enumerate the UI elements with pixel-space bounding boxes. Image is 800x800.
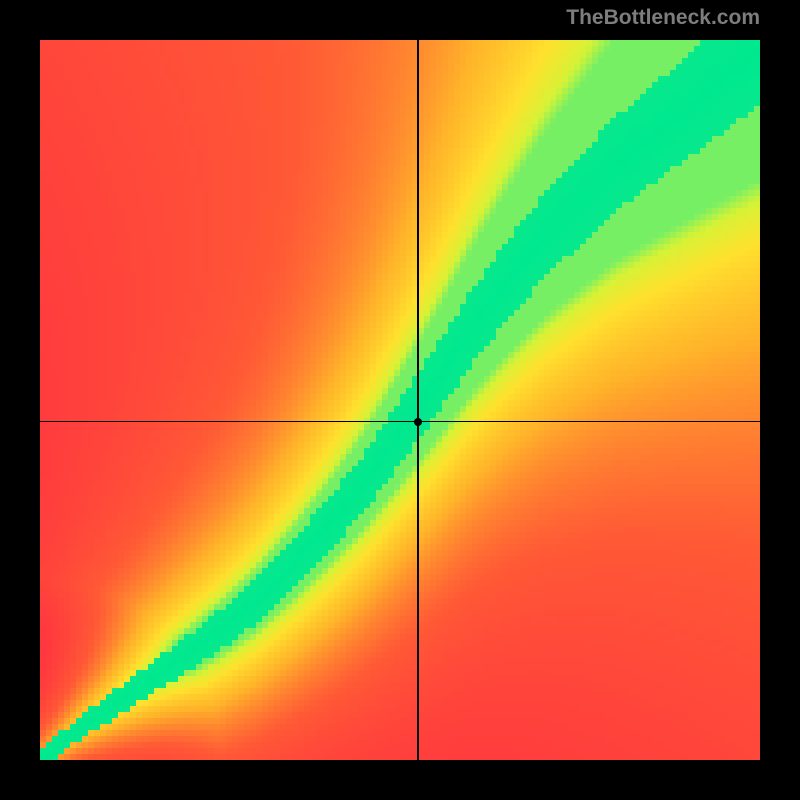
- bottleneck-heatmap: [40, 40, 760, 760]
- chart-container: TheBottleneck.com: [0, 0, 800, 800]
- crosshair-marker: [414, 418, 422, 426]
- crosshair-horizontal: [40, 421, 760, 423]
- watermark-text: TheBottleneck.com: [566, 6, 760, 30]
- crosshair-vertical: [417, 40, 419, 760]
